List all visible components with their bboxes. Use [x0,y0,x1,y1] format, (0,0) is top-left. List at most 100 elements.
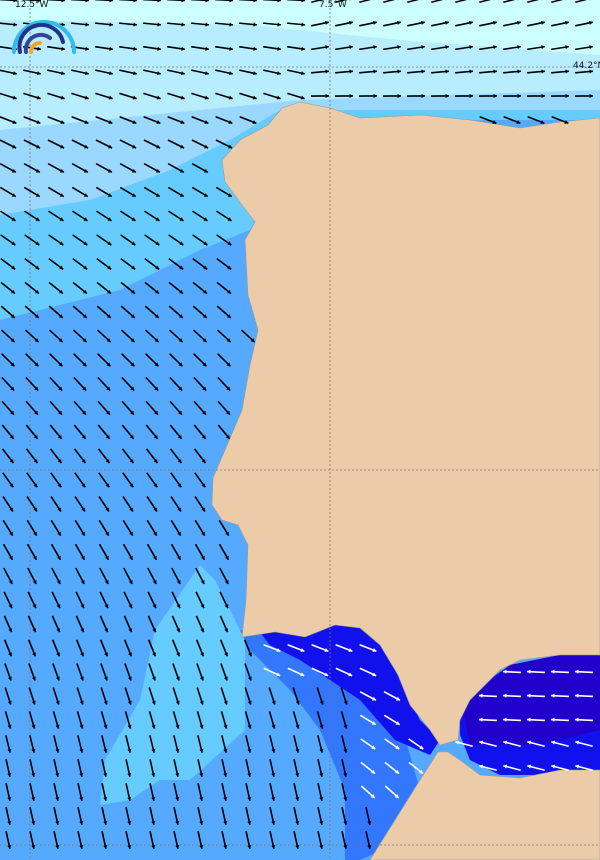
wave-arrow-head [517,20,521,25]
wave-arrow-head [177,483,182,488]
wave-arrow-head [10,338,15,343]
wave-arrow-head [226,338,231,343]
wave-arrow-head [181,71,185,76]
wave-arrow-head [395,696,400,701]
wave-arrow-head [103,700,108,705]
wave-arrow-head [517,69,521,74]
wave-arrow-head [56,628,61,633]
wave-arrow-head [247,820,252,825]
wave-arrow [383,0,396,4]
wave-arrow-head [178,362,183,367]
wave-arrow-head [152,652,156,657]
wave-arrow-head [177,434,182,439]
wave-arrow-head [226,362,231,367]
wave-arrow-head [226,314,231,318]
wave-arrow-head [503,717,507,722]
wave-arrow-head [9,459,14,464]
wave-arrow-head [540,120,545,124]
wave-arrow-head [106,410,110,415]
wave-arrow-head [277,46,281,51]
wave-arrow-head [201,459,206,464]
wave-arrow-head [373,69,377,74]
wave-arrow-head [179,193,184,197]
wave-arrow-head [253,71,257,76]
wave-arrow-head [156,144,161,149]
wave-arrow-head [34,314,39,318]
wave-arrow-head [79,700,84,705]
wave-arrow-head [325,45,329,50]
wave-arrow-head [8,628,13,633]
wave-arrow-head [33,507,37,512]
wave-arrow-head [31,820,36,825]
wave-arrow-head [199,724,204,729]
wave-arrow-head [223,772,228,777]
wave-arrow-head [201,483,206,488]
wave-arrow-head [84,144,89,149]
wave-arrow-head [469,0,471,1]
wave-arrow-head [127,772,132,777]
wave-arrow-head [155,241,160,246]
wave-arrow-head [58,386,63,391]
wave-arrow-head [82,410,86,415]
wave-arrow-head [31,772,36,777]
wave-arrow-head [180,95,185,100]
wave-arrow-head [301,46,305,51]
sea-zone-dark [258,625,440,755]
sea-zone-darkest-core [462,655,600,745]
wave-arrow-head [57,434,62,439]
wave-arrow-head [61,71,65,76]
wave-arrow-head [59,241,64,246]
wave-arrow-head [81,459,86,464]
wave-arrow-head [83,193,88,197]
wave-arrow-head [79,844,84,849]
wave-arrow-head [178,314,183,318]
wave-arrow-head [367,820,372,825]
wave-arrow-head [31,724,36,729]
wave-arrow-head [153,483,158,488]
wave-arrow-head [343,772,348,777]
wave-arrow-head [56,555,61,560]
wave-arrow-head [31,844,36,849]
wave-arrow-head [33,434,38,439]
wave-arrow-head [271,700,276,705]
wave-arrow-head [551,740,556,745]
wave-arrow-head [349,0,351,1]
wave-arrow-head [479,717,483,722]
wave-arrow-head [12,144,17,149]
wave-arrow-head [175,796,180,801]
wave-arrow-head [180,144,185,149]
wave-arrow-head [10,410,14,415]
wave-arrow-head [132,95,137,100]
wave-arrow-head [61,0,65,3]
wave-arrow-head [154,410,158,415]
wave-arrow-head [177,459,182,464]
wave-arrow-head [419,769,424,774]
wave-arrow-head [58,410,62,415]
wave-arrow-head [202,362,207,367]
wave-arrow-head [31,700,36,705]
wave-arrow-head [516,120,521,124]
wave-arrow-head [419,745,424,750]
wave-arrow-head [177,507,181,512]
wave-arrow-head [247,748,252,753]
wave-arrow-head [179,217,184,221]
wave-arrow-head [129,507,133,512]
wave-arrow-head [12,95,17,100]
wave-arrow-head [493,20,497,25]
wave-arrow-head [565,45,569,50]
wave-arrow-head [34,410,38,415]
wave-arrow-head [565,20,569,25]
wave-arrow-head [445,45,449,50]
wave-arrow-head [176,628,181,633]
wave-arrow-head [8,604,13,609]
wave-arrow-head [127,748,132,753]
wave-arrow-head [295,748,300,753]
wave-arrow-head [276,672,281,677]
wave-arrow-head [55,748,60,753]
wave-arrow-head [421,69,425,74]
wave-arrow-head [348,672,353,677]
wave-arrow-head [83,265,88,270]
wave-arrow-head [226,386,231,391]
wave-arrow-head [229,71,233,76]
